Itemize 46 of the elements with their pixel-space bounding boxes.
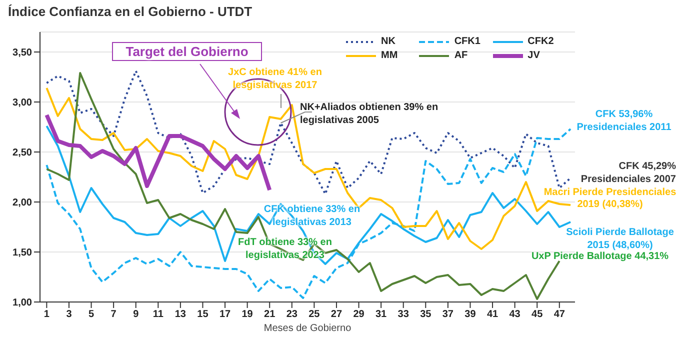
x-tick-label: 17 [219, 309, 232, 320]
x-tick-label: 41 [486, 309, 499, 320]
annotation: NK+Aliados obtienen 39% en legislativas 2005 [300, 101, 440, 127]
x-tick-label: 35 [420, 309, 432, 320]
annotation: Target del Gobierno [112, 42, 262, 61]
legend-label: MM [381, 50, 398, 61]
x-tick-label: 39 [464, 309, 476, 320]
legend-label: JV [528, 50, 540, 61]
legend-label: NK [381, 36, 396, 47]
x-tick-label: 27 [330, 309, 342, 320]
legend-label: CFK1 [454, 36, 480, 47]
y-tick-label: 3,50 [12, 48, 32, 59]
x-tick-label: 9 [133, 309, 140, 320]
annotation: UxP Pierde Ballotage 44,31% [530, 250, 670, 263]
x-tick-label: 1 [44, 309, 50, 320]
x-tick-label: 31 [376, 309, 388, 320]
x-tick-label: 15 [197, 309, 209, 320]
legend-label: AF [454, 50, 468, 61]
x-tick-label: 47 [554, 309, 566, 320]
y-tick-label: 3,00 [12, 98, 32, 109]
y-tick-label: 2,50 [12, 148, 32, 159]
x-tick-label: 3 [66, 309, 72, 320]
x-tick-label: 21 [264, 309, 276, 320]
line-series [44, 113, 272, 192]
x-tick-label: 7 [110, 309, 117, 320]
x-axis-title: Meses de Gobierno [262, 323, 352, 334]
x-tick-label: 37 [442, 309, 454, 320]
x-tick-label: 13 [174, 309, 186, 320]
annotation: Macri Pierde Presidenciales 2019 (40,38%) [542, 187, 678, 211]
text: CFK 53,96% Presidenciales 2011 [576, 108, 672, 134]
x-tick-label: 43 [509, 309, 521, 320]
y-tick-label: 1,50 [12, 248, 32, 259]
x-tick-label: 25 [308, 309, 320, 320]
chart-title: Índice Confianza en el Gobierno - UTDT [8, 4, 252, 19]
x-tick-label: 45 [532, 309, 544, 320]
x-tick-label: 23 [286, 309, 298, 320]
x-tick-label: 19 [242, 309, 254, 320]
x-tick-label: 11 [152, 309, 164, 320]
x-tick-label: 29 [353, 309, 365, 320]
y-tick-label: 2,00 [12, 198, 32, 209]
annotation: Scioli Pierde Ballotage 2015 (48,60%) [565, 226, 675, 252]
y-tick-label: 1,00 [12, 298, 32, 309]
x-tick-label: 5 [88, 309, 94, 320]
text: CFK 45,29% Presidenciales 2007 [580, 160, 676, 186]
x-tick-label: 33 [398, 309, 410, 320]
legend-label: CFK2 [528, 36, 554, 47]
